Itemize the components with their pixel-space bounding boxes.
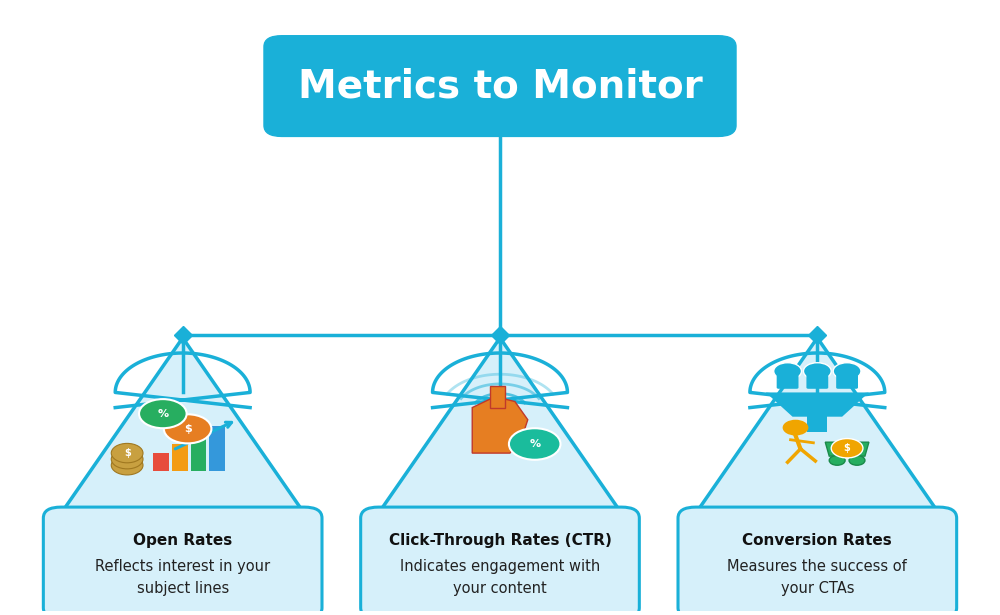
Text: Measures the success of
your CTAs: Measures the success of your CTAs [727, 559, 907, 596]
Circle shape [509, 428, 560, 460]
Circle shape [111, 443, 143, 463]
Text: Metrics to Monitor: Metrics to Monitor [298, 67, 702, 105]
Circle shape [774, 363, 801, 379]
Polygon shape [766, 392, 869, 417]
Circle shape [164, 415, 211, 443]
Text: %: % [529, 439, 540, 449]
Text: Click-Through Rates (CTR): Click-Through Rates (CTR) [389, 533, 611, 548]
Text: $: $ [844, 443, 850, 453]
FancyBboxPatch shape [209, 426, 225, 471]
Circle shape [803, 363, 831, 379]
Circle shape [111, 456, 143, 475]
FancyBboxPatch shape [264, 36, 736, 137]
Text: Conversion Rates: Conversion Rates [742, 533, 892, 548]
FancyBboxPatch shape [43, 507, 322, 615]
Polygon shape [490, 386, 505, 408]
FancyBboxPatch shape [777, 375, 798, 389]
FancyBboxPatch shape [153, 453, 169, 471]
Text: Indicates engagement with
your content: Indicates engagement with your content [400, 559, 600, 596]
Text: Reflects interest in your
subject lines: Reflects interest in your subject lines [95, 559, 270, 596]
Text: $: $ [124, 448, 131, 458]
Polygon shape [376, 338, 624, 517]
FancyBboxPatch shape [191, 435, 206, 471]
Text: $: $ [184, 424, 192, 434]
Circle shape [849, 456, 865, 465]
Circle shape [831, 438, 863, 458]
FancyBboxPatch shape [806, 375, 828, 389]
Polygon shape [693, 338, 941, 517]
FancyBboxPatch shape [361, 507, 639, 615]
Text: Open Rates: Open Rates [133, 533, 232, 548]
Circle shape [139, 399, 187, 428]
FancyBboxPatch shape [807, 414, 827, 432]
Polygon shape [825, 442, 869, 456]
Polygon shape [472, 397, 528, 453]
FancyBboxPatch shape [678, 507, 957, 615]
Circle shape [783, 419, 808, 435]
Circle shape [833, 363, 861, 379]
FancyBboxPatch shape [172, 444, 188, 471]
FancyBboxPatch shape [836, 375, 858, 389]
Circle shape [829, 456, 845, 465]
Text: %: % [157, 408, 168, 419]
Polygon shape [59, 338, 307, 517]
Circle shape [111, 450, 143, 469]
